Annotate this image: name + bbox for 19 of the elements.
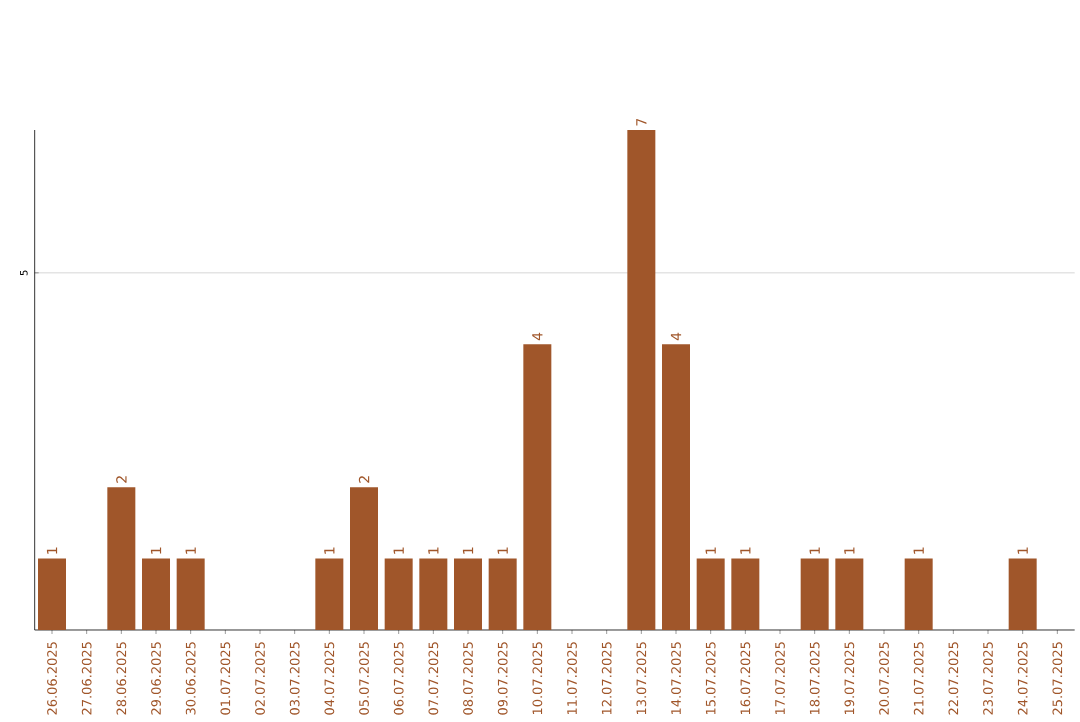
bar [662,344,690,630]
bar [835,558,864,630]
bar [350,487,378,630]
bar [176,558,205,630]
bar [696,558,725,630]
bar [384,558,413,630]
bar [904,558,933,630]
bar [1008,558,1037,630]
bar [315,558,344,630]
bar [419,558,448,630]
bar [731,558,760,630]
bar [142,558,171,630]
bar [488,558,517,630]
bar [523,344,552,630]
bar [38,558,66,630]
bar [627,129,656,630]
bar [107,487,136,630]
bar [800,558,829,630]
bar [454,558,483,630]
